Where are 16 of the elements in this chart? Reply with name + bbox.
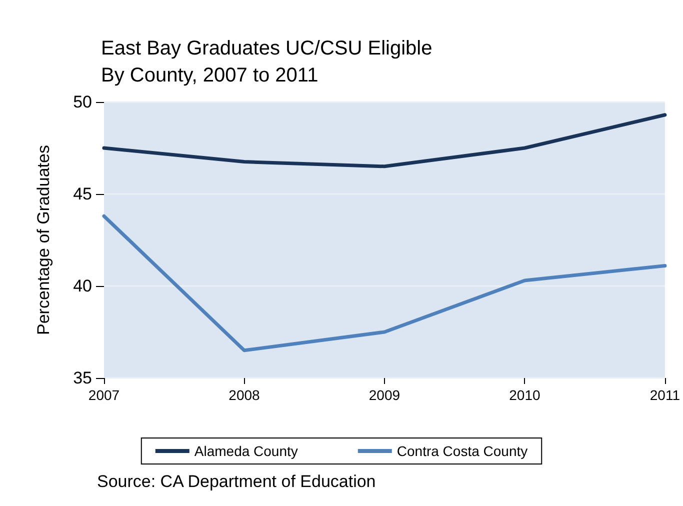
y-tick-label: 45 xyxy=(73,184,92,204)
line-series xyxy=(102,214,667,352)
x-tick-label: 2007 xyxy=(88,387,120,403)
y-tick-label: 50 xyxy=(73,92,92,112)
legend-label: Contra Costa County xyxy=(396,443,528,459)
legend-label: Alameda County xyxy=(194,443,298,459)
x-tick-label: 2010 xyxy=(509,387,540,403)
x-tick-label: 2009 xyxy=(368,387,400,403)
y-axis-title: Percentage of Graduates xyxy=(34,145,53,335)
x-tick-label: 2008 xyxy=(228,387,260,403)
chart-title: East Bay Graduates UC/CSU Eligible By County, 2007 to 2011 xyxy=(101,38,432,86)
y-tick-label: 40 xyxy=(73,276,92,296)
source-note: Source: CA Department of Education xyxy=(97,472,376,491)
y-tick-label: 35 xyxy=(73,368,92,388)
line-series xyxy=(102,113,667,168)
x-tick-label: 2011 xyxy=(650,387,680,403)
